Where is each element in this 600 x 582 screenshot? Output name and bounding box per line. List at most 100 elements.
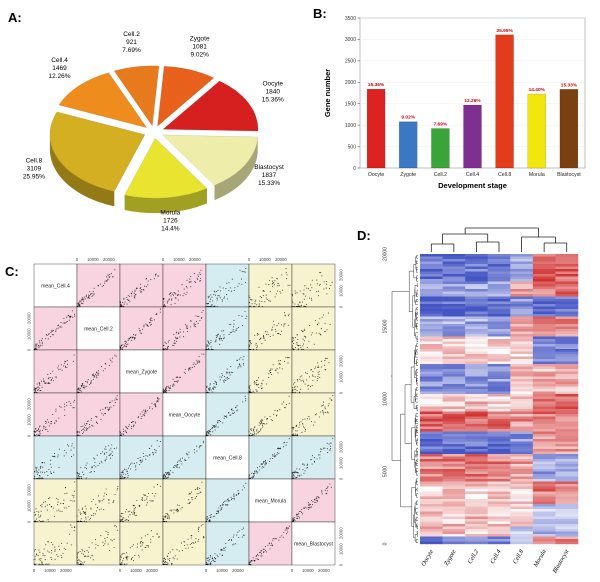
scatter-cell: [119, 435, 164, 480]
svg-text:Cell.2: Cell.2: [123, 31, 140, 38]
y-tick-label: 0: [353, 166, 356, 172]
scatter-points: [76, 524, 119, 566]
y-tick-label: 2000: [345, 80, 356, 86]
scatter-cell: [33, 349, 78, 394]
scatter-points: [119, 397, 160, 437]
scatter-points: [119, 308, 161, 351]
matrix-diagonal-cell: [119, 349, 164, 394]
x-category-label: Cell.8: [498, 172, 511, 178]
scatter-points: [205, 527, 245, 566]
svg-text:Blastocyst: Blastocyst: [254, 164, 284, 171]
scatter-points: [291, 483, 332, 523]
scatter-cell: [248, 435, 293, 480]
scatter-cell: [162, 435, 207, 480]
x-category-label: Oocyte: [368, 172, 385, 178]
scatter-cell: [119, 478, 164, 523]
panel-c-label: C:: [5, 264, 19, 279]
scatter-points: [76, 486, 119, 523]
matrix-tick-label: 10000: [339, 543, 344, 555]
matrix-tick-label: 20000: [339, 269, 344, 281]
y-tick-label: 3500: [345, 16, 356, 22]
matrix-variable-label: mean_Morula: [255, 499, 286, 505]
matrix-tick-label: 20000: [60, 568, 72, 573]
matrix-diagonal-cell: [33, 263, 78, 308]
scatter-points: [162, 481, 203, 523]
matrix-variable-label: mean_Oocyte: [169, 413, 201, 419]
bar: [463, 104, 482, 169]
matrix-tick-label: 10000: [130, 568, 142, 573]
pie-slice: [49, 111, 146, 192]
matrix-tick-label: 10000: [302, 568, 314, 573]
matrix-tick-label: 20000: [339, 355, 344, 367]
matrix-tick-label: 10000: [27, 414, 32, 426]
heatmap-column-label: Cell.8: [512, 548, 526, 565]
matrix-tick-label: 20000: [103, 257, 115, 262]
scatter-cell: [162, 478, 207, 523]
scatter-cell: [205, 306, 250, 351]
scatter-points: [33, 481, 76, 523]
matrix-tick-label: 10000: [87, 257, 99, 262]
heatmap-cells: [420, 254, 579, 545]
heatmap-column-label: Blastocyst: [551, 548, 570, 574]
y-tick-label: 1000: [345, 123, 356, 129]
svg-text:1081: 1081: [192, 43, 207, 50]
scatter-cell: [248, 392, 293, 437]
scatter-cell: [291, 349, 336, 394]
svg-text:12.26%: 12.26%: [48, 73, 70, 80]
matrix-variable-label: mean_Blastocyst: [294, 542, 333, 548]
matrix-tick-label: 20000: [189, 257, 201, 262]
scatter-points: [205, 356, 245, 394]
x-category-label: Blastocyst: [557, 172, 581, 178]
y-tick-label: 500: [348, 144, 357, 150]
svg-text:1726: 1726: [163, 218, 178, 225]
scatter-points: [205, 310, 248, 351]
svg-text:1469: 1469: [52, 65, 67, 72]
pie-slice: [113, 65, 160, 127]
bar-value-label: 15.33%: [561, 82, 578, 88]
svg-text:9.02%: 9.02%: [190, 51, 209, 58]
scatter-points: [248, 356, 290, 394]
matrix-tick-label: 0: [27, 348, 32, 351]
scatter-points: [76, 395, 118, 437]
matrix-tick-label: 10000: [339, 285, 344, 297]
pie-slice: [162, 134, 258, 186]
matrix-tick-label: 0: [248, 257, 251, 262]
matrix-tick-label: 0: [339, 563, 344, 566]
scatter-cell: [33, 392, 78, 437]
scatter-points: [291, 271, 333, 308]
scatter-cell: [248, 349, 293, 394]
matrix-variable-label: mean_Cell.2: [84, 327, 113, 333]
pie-slice: [58, 72, 148, 129]
bar-value-label: 15.36%: [368, 82, 385, 88]
y-tick-label: 1500: [345, 102, 356, 108]
bar-value-label: 12.26%: [464, 98, 481, 104]
pie-slice-side: [124, 188, 207, 214]
scatter-points: [162, 524, 205, 566]
scatter-cell: [119, 263, 164, 308]
matrix-tick-label: 0: [27, 520, 32, 523]
svg-text:921: 921: [126, 39, 137, 46]
scatter-points: [162, 353, 205, 394]
scatter-points: [162, 440, 205, 480]
scatter-cell: [76, 349, 121, 394]
scatter-points: [248, 395, 290, 437]
scatter-cell: [162, 263, 207, 308]
matrix-tick-label: 10000: [339, 457, 344, 469]
matrix-tick-label: 0: [119, 568, 122, 573]
scatter-cell: [248, 306, 293, 351]
heatmap-y-tick-label: 5000: [383, 466, 389, 477]
svg-text:15.33%: 15.33%: [258, 180, 280, 187]
y-axis-title: Gene number: [323, 69, 332, 117]
bar: [527, 93, 547, 169]
scatter-points: [248, 312, 290, 351]
matrix-tick-label: 0: [27, 434, 32, 437]
matrix-tick-label: 10000: [259, 257, 271, 262]
x-category-label: Zygote: [400, 172, 416, 178]
matrix-tick-label: 0: [339, 391, 344, 394]
scatter-cell: [291, 435, 336, 480]
heatmap-column-label: Cell.4: [489, 549, 503, 566]
